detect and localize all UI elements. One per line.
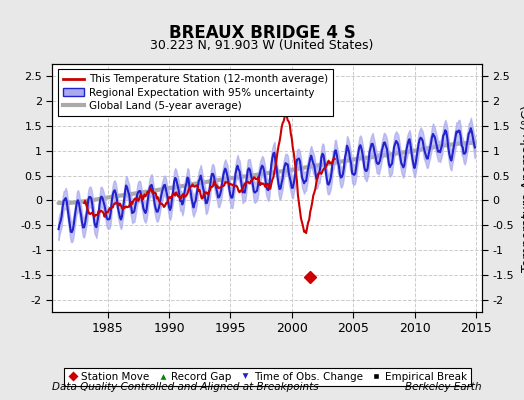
Y-axis label: Temperature Anomaly (°C): Temperature Anomaly (°C)	[521, 104, 524, 272]
Text: Data Quality Controlled and Aligned at Breakpoints: Data Quality Controlled and Aligned at B…	[52, 382, 319, 392]
Text: BREAUX BRIDGE 4 S: BREAUX BRIDGE 4 S	[169, 24, 355, 42]
Legend: Station Move, Record Gap, Time of Obs. Change, Empirical Break: Station Move, Record Gap, Time of Obs. C…	[63, 368, 471, 386]
Text: Berkeley Earth: Berkeley Earth	[406, 382, 482, 392]
Text: 30.223 N, 91.903 W (United States): 30.223 N, 91.903 W (United States)	[150, 39, 374, 52]
